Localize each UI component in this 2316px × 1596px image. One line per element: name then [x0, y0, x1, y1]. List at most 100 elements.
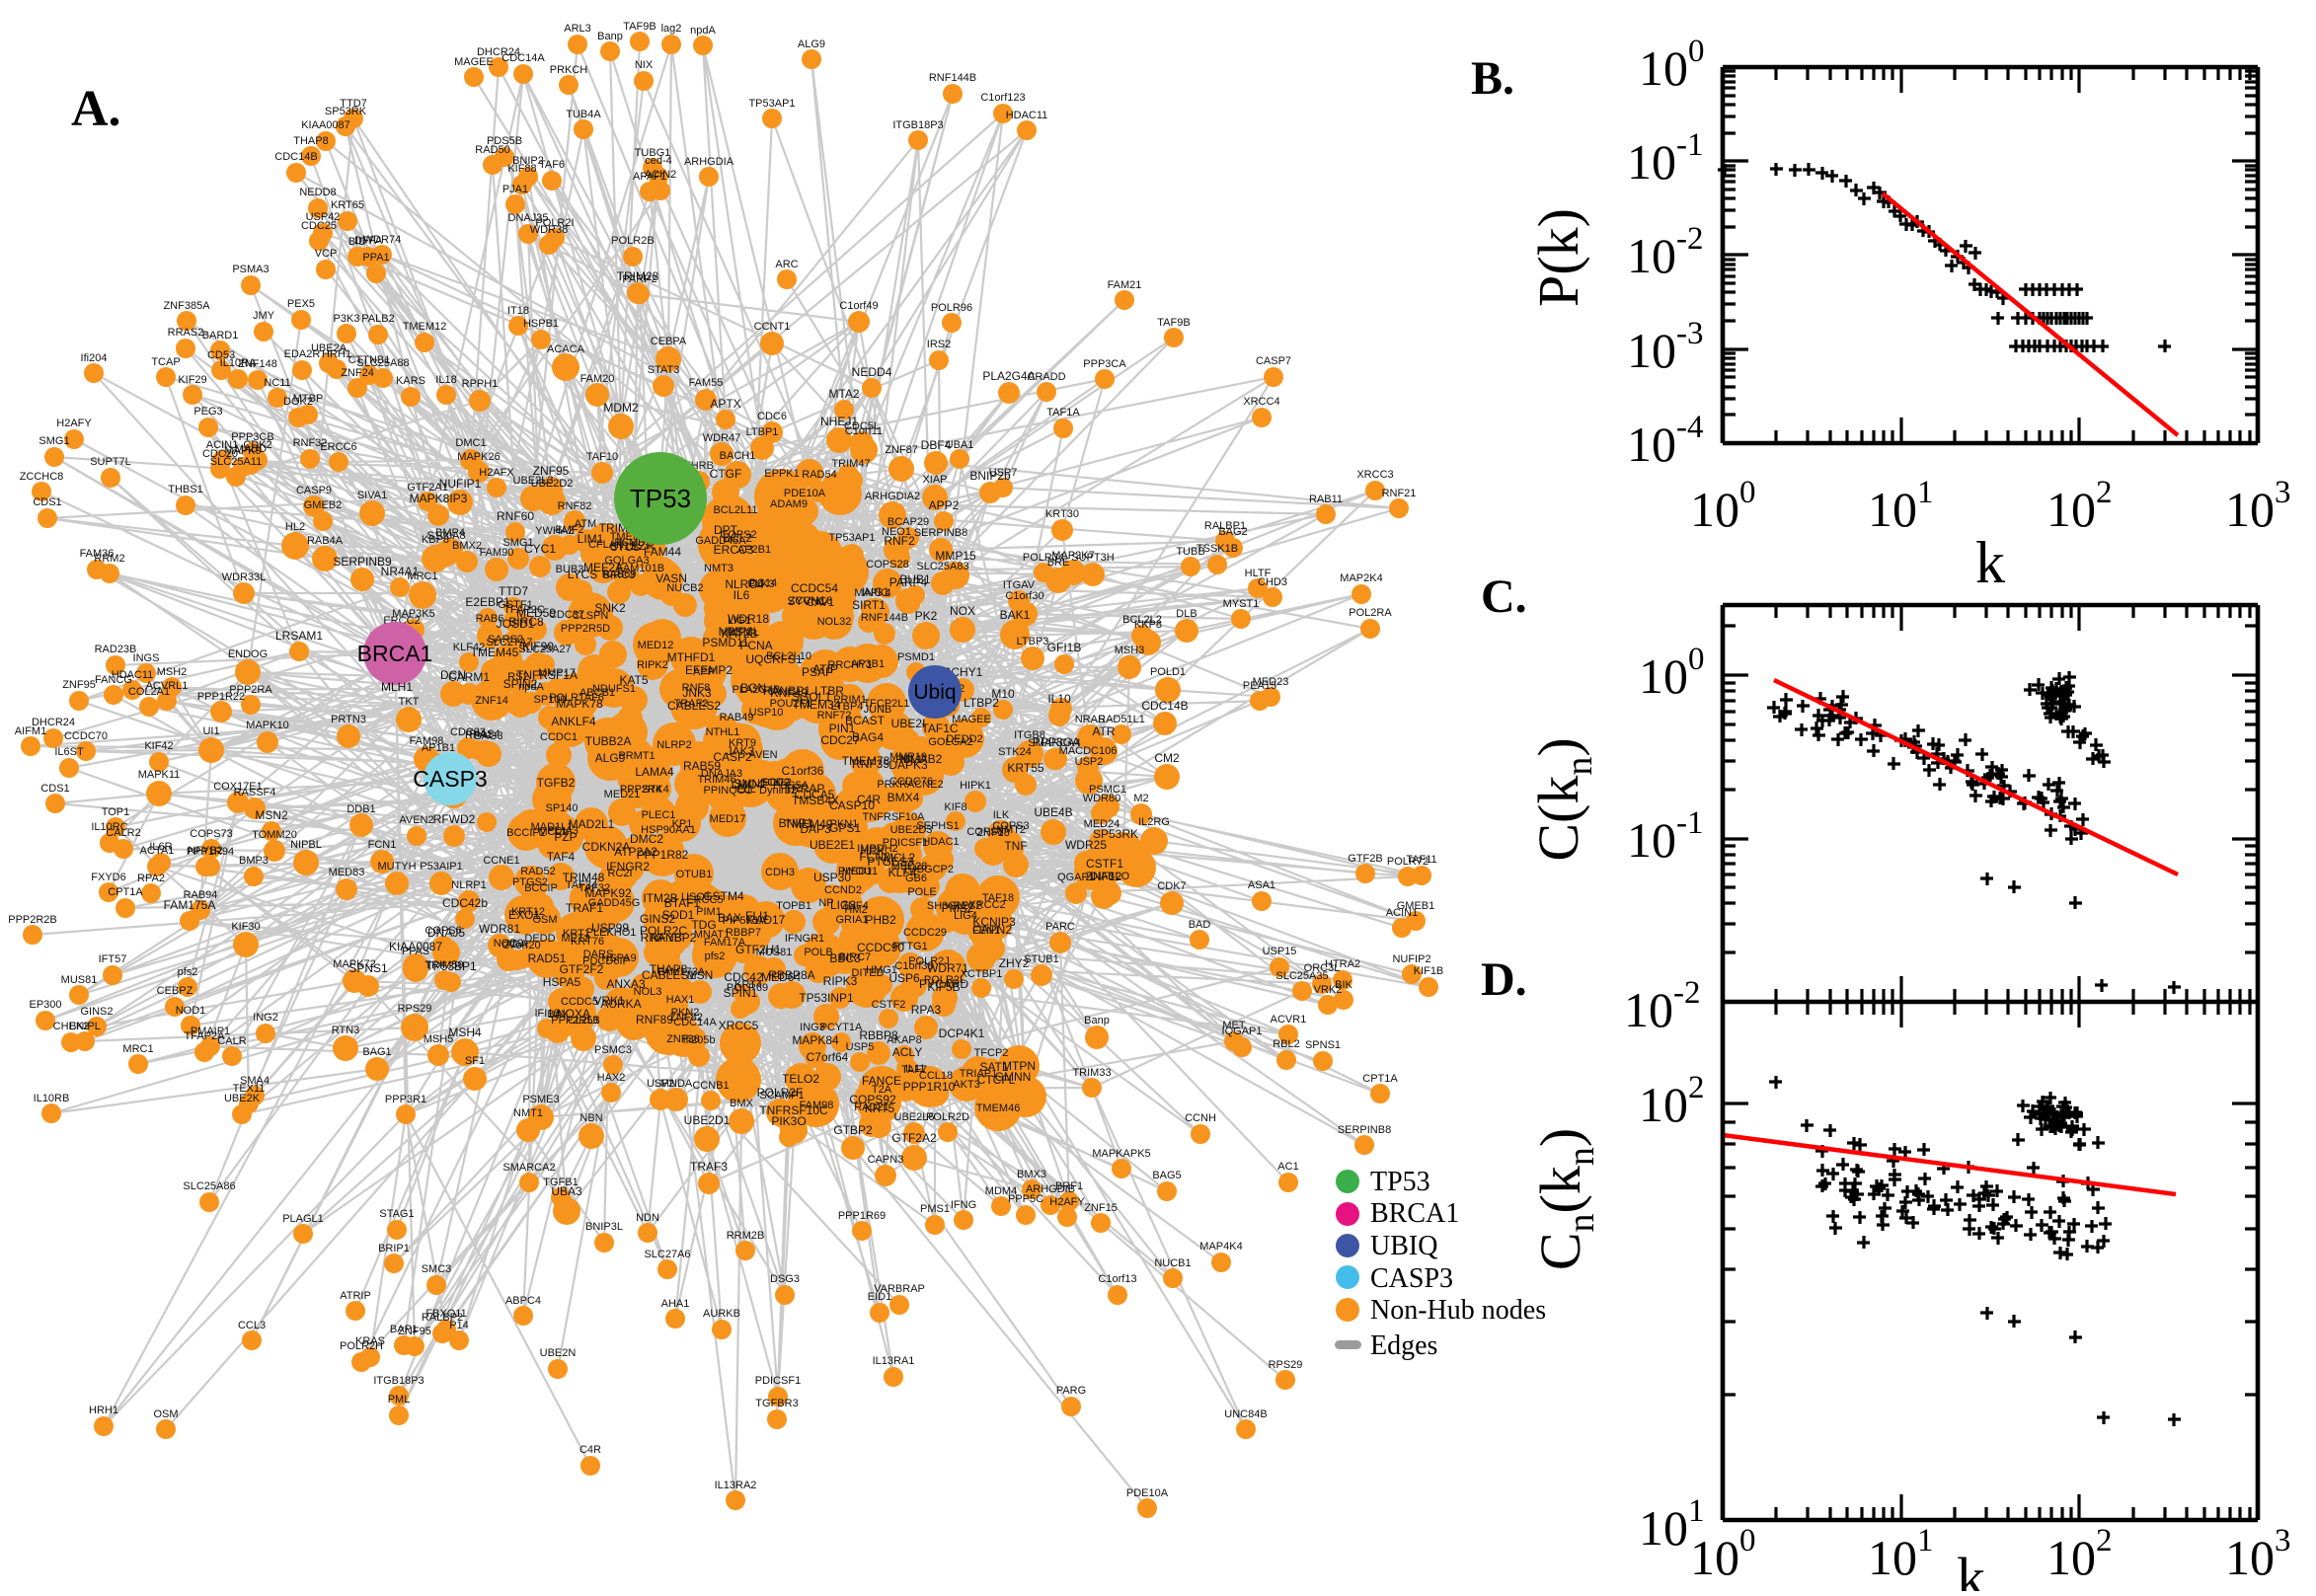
svg-text:KAT5: KAT5 — [619, 673, 648, 687]
svg-text:PLEKHO1: PLEKHO1 — [586, 927, 637, 939]
svg-text:CCNT1: CCNT1 — [754, 321, 791, 333]
svg-text:ZNF87: ZNF87 — [885, 444, 918, 456]
svg-text:MAPK84: MAPK84 — [792, 1033, 839, 1047]
svg-text:CDC25: CDC25 — [301, 220, 337, 232]
svg-text:SUPT7L: SUPT7L — [90, 456, 131, 468]
svg-text:PMS2: PMS2 — [942, 901, 974, 915]
svg-text:SMG1: SMG1 — [39, 435, 69, 447]
svg-text:CALR: CALR — [217, 1035, 246, 1047]
svg-text:RNF35: RNF35 — [852, 757, 889, 771]
svg-text:CCDC70: CCDC70 — [64, 730, 108, 742]
svg-text:TOP1: TOP1 — [102, 806, 130, 818]
svg-text:USP99: USP99 — [591, 921, 629, 935]
svg-text:RFC2: RFC2 — [954, 900, 982, 912]
svg-text:QGAP1: QGAP1 — [1057, 872, 1095, 883]
svg-text:XRCC3: XRCC3 — [1356, 469, 1393, 481]
svg-text:CCDC54: CCDC54 — [791, 581, 838, 595]
svg-text:RANBP1: RANBP1 — [763, 684, 811, 698]
svg-text:IL11: IL11 — [905, 1063, 926, 1075]
svg-text:MAPK78: MAPK78 — [556, 697, 603, 711]
svg-text:RAB69: RAB69 — [602, 569, 637, 580]
svg-text:OTUB1: OTUB1 — [676, 869, 713, 880]
svg-text:VCP: VCP — [315, 248, 338, 260]
svg-text:PTGES3: PTGES3 — [867, 855, 914, 869]
svg-text:2: 2 — [1688, 1070, 1705, 1105]
svg-text:10: 10 — [1639, 648, 1688, 704]
svg-text:SYVN1: SYVN1 — [787, 594, 826, 608]
svg-text:UBE2E1: UBE2E1 — [810, 838, 855, 852]
svg-text:POLB: POLB — [804, 947, 832, 958]
svg-text:HTRA2: HTRA2 — [1325, 958, 1360, 970]
svg-text:PARG: PARG — [1056, 1385, 1086, 1397]
svg-text:ZNF95: ZNF95 — [533, 464, 570, 478]
svg-text:AC1: AC1 — [1277, 1161, 1298, 1173]
svg-text:SH3GL2: SH3GL2 — [927, 900, 968, 912]
svg-text:CALR2: CALR2 — [106, 827, 140, 839]
svg-text:DEDD: DEDD — [524, 933, 555, 945]
svg-text:1: 1 — [1917, 1523, 1934, 1558]
svg-text:UBE4B: UBE4B — [1034, 805, 1072, 819]
svg-text:MTHFD1: MTHFD1 — [667, 650, 716, 664]
svg-text:NUFIP1: NUFIP1 — [439, 477, 482, 491]
svg-text:PMS1: PMS1 — [920, 1203, 950, 1215]
svg-text:lag2: lag2 — [661, 23, 682, 35]
svg-text:PPP1R10: PPP1R10 — [903, 1080, 956, 1094]
svg-text:MAPK11: MAPK11 — [138, 769, 181, 781]
svg-text:BMX3: BMX3 — [1017, 1169, 1046, 1180]
svg-text:BUB1: BUB1 — [899, 572, 931, 586]
svg-text:RIPK3: RIPK3 — [823, 974, 858, 988]
svg-text:PSME3: PSME3 — [522, 1094, 559, 1105]
svg-text:TP53AP1: TP53AP1 — [828, 532, 875, 544]
svg-text:ZCCHC8: ZCCHC8 — [789, 595, 833, 607]
svg-text:MAP4K4: MAP4K4 — [1199, 1241, 1242, 1253]
svg-text:KAT2B: KAT2B — [721, 627, 757, 641]
svg-text:FBXO11: FBXO11 — [425, 1308, 466, 1320]
svg-text:NOD2: NOD2 — [494, 938, 524, 950]
svg-text:USP42: USP42 — [306, 211, 341, 223]
svg-text:TUBGCP2: TUBGCP2 — [902, 864, 954, 875]
svg-text:Ifi205b: Ifi205b — [682, 1034, 715, 1046]
svg-text:PDCD6IP: PDCD6IP — [582, 955, 630, 967]
svg-text:TRIAP1: TRIAP1 — [960, 1068, 998, 1080]
svg-text:BNIP1: BNIP1 — [779, 816, 813, 830]
svg-text:JMY: JMY — [253, 310, 275, 322]
svg-text:PARP2: PARP2 — [622, 273, 656, 285]
svg-text:P(k): P(k) — [1526, 208, 1590, 307]
svg-text:BAD: BAD — [1189, 919, 1211, 931]
svg-text:SLC25A11: SLC25A11 — [210, 456, 262, 468]
svg-text:WDR38: WDR38 — [530, 224, 569, 236]
svg-text:Dynlrb2: Dynlrb2 — [759, 785, 797, 797]
svg-text:BRF1: BRF1 — [1055, 1180, 1083, 1192]
svg-text:10: 10 — [1639, 1500, 1688, 1556]
svg-text:TMEM12: TMEM12 — [403, 321, 447, 333]
svg-text:TFCP2L1: TFCP2L1 — [863, 698, 909, 710]
svg-text:ATP2A2: ATP2A2 — [614, 845, 657, 859]
svg-text:MED21: MED21 — [604, 789, 641, 800]
svg-text:RAB49: RAB49 — [720, 712, 754, 723]
svg-text:PCYT1A: PCYT1A — [820, 1022, 863, 1033]
svg-text:MAP3K5: MAP3K5 — [392, 608, 434, 620]
svg-text:WDR71: WDR71 — [927, 961, 968, 975]
svg-text:IL6R: IL6R — [149, 841, 172, 853]
svg-text:MED59: MED59 — [516, 606, 556, 620]
svg-text:PCNA: PCNA — [739, 639, 772, 652]
svg-text:RS2: RS2 — [507, 671, 528, 683]
svg-text:KRT55: KRT55 — [1007, 761, 1043, 775]
svg-text:FEN1: FEN1 — [972, 925, 1000, 937]
svg-text:KIAA0087: KIAA0087 — [389, 940, 442, 953]
svg-text:MMP17: MMP17 — [538, 667, 576, 679]
svg-text:XRCC4: XRCC4 — [1243, 396, 1279, 408]
svg-text:RFWD2: RFWD2 — [433, 812, 476, 826]
svg-text:ANXA3: ANXA3 — [606, 977, 646, 991]
svg-text:THAP8: THAP8 — [650, 962, 688, 976]
svg-text:YWHAZ: YWHAZ — [535, 525, 575, 537]
svg-text:COPS73: COPS73 — [190, 828, 232, 840]
svg-text:CRADD: CRADD — [1027, 371, 1065, 383]
svg-text:SMC3: SMC3 — [422, 1263, 452, 1275]
svg-text:POLR2F: POLR2F — [757, 1086, 804, 1100]
svg-text:TRIM28: TRIM28 — [617, 269, 659, 283]
svg-text:10: 10 — [1627, 134, 1676, 190]
svg-text:FAM173A: FAM173A — [657, 966, 706, 978]
svg-text:BNIP2: BNIP2 — [512, 155, 544, 167]
svg-text:DHCR24: DHCR24 — [477, 46, 520, 58]
